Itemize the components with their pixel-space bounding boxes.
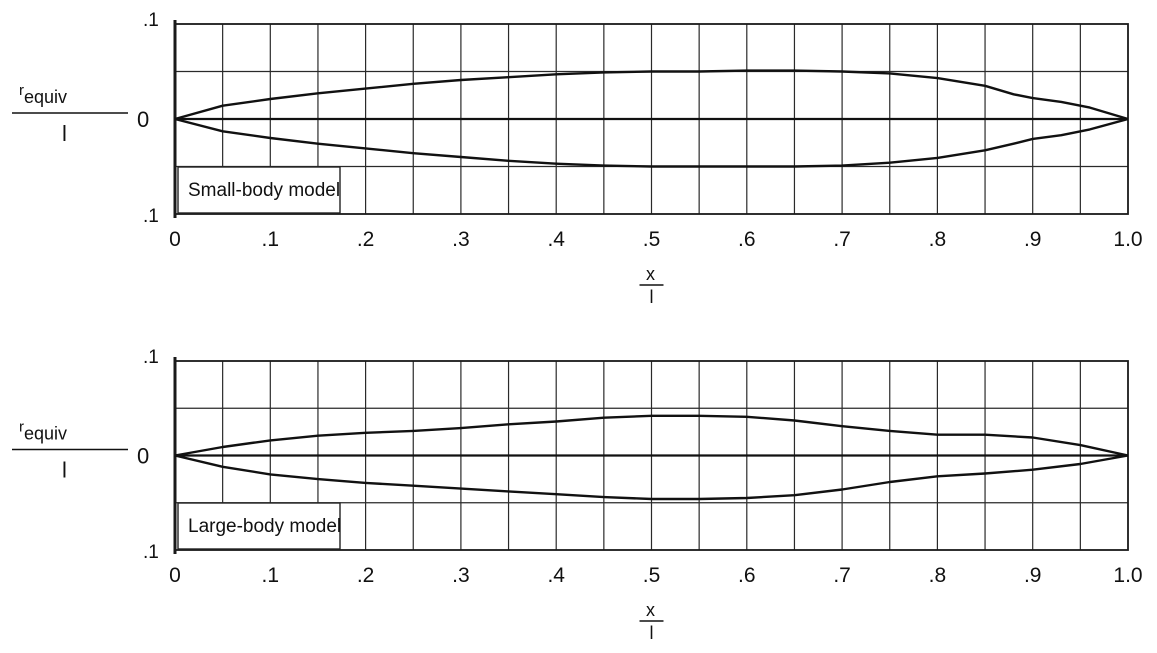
lower-contour-line: [174, 454, 1129, 501]
x-tick-label: .9: [1024, 564, 1042, 587]
x-tick-label: .5: [643, 228, 661, 251]
x-tick-label: .9: [1024, 228, 1042, 251]
x-tick-label: .7: [833, 564, 851, 587]
x-tick-label: .8: [929, 228, 947, 251]
upper-contour-line: [174, 69, 1129, 121]
x-tick-label: 0: [169, 228, 181, 251]
y-axis-label-sub: equiv: [24, 424, 67, 444]
y-axis-label: requiv: [19, 82, 67, 107]
y-tick-label-zero: 0: [137, 107, 149, 132]
x-axis-label-numerator: x: [646, 600, 655, 620]
y-axis-label-r: r: [19, 419, 24, 436]
y-axis-label-sub: equiv: [24, 87, 67, 107]
x-tick-label: .6: [738, 228, 756, 251]
y-axis-label-r: r: [19, 82, 24, 99]
x-tick-label: .3: [452, 228, 470, 251]
x-tick-label: .2: [357, 228, 375, 251]
y-axis-label: requiv: [19, 419, 67, 444]
upper-contour-line: [174, 414, 1129, 457]
panel-large-body: Large-body model 0 .1 .2 .3 .4 .5 .6 .7 .8 .9 1.0 .1…: [12, 347, 1143, 643]
y-tick-label-zero: 0: [137, 444, 149, 469]
y-tick-label-bottom: .1: [143, 542, 159, 563]
x-tick-label: .8: [929, 564, 947, 587]
x-tick-label: .4: [547, 564, 565, 587]
y-axis-label-denominator: l: [62, 121, 67, 146]
x-axis-label-denominator: l: [650, 623, 654, 643]
x-tick-label: .7: [833, 228, 851, 251]
lower-contour-line: [174, 117, 1129, 168]
x-tick-label: .1: [262, 228, 280, 251]
panel-small-body: Small-body model 0 .1 .2 .3 .4 .5 .6 .7 .8 .9 1.0 .1…: [12, 10, 1143, 307]
x-tick-label: 1.0: [1113, 564, 1142, 587]
x-tick-label: .6: [738, 564, 756, 587]
model-label: Large-body model: [188, 516, 341, 537]
y-tick-label-top: .1: [143, 347, 159, 368]
y-tick-label-top: .1: [143, 10, 159, 31]
x-tick-label: .3: [452, 564, 470, 587]
x-tick-label: 0: [169, 564, 181, 587]
y-axis-label-denominator: l: [62, 458, 67, 483]
x-axis-label-numerator: x: [646, 264, 655, 284]
x-axis-label-denominator: l: [650, 287, 654, 307]
x-tick-label: .1: [262, 564, 280, 587]
y-tick-label-bottom: .1: [143, 206, 159, 227]
x-tick-label: .5: [643, 564, 661, 587]
x-tick-label: 1.0: [1113, 228, 1142, 251]
model-label-box: [177, 502, 341, 550]
model-label-box: [177, 166, 341, 214]
model-label: Small-body model: [188, 180, 340, 201]
x-tick-label: .4: [547, 228, 565, 251]
x-tick-label: .2: [357, 564, 375, 587]
